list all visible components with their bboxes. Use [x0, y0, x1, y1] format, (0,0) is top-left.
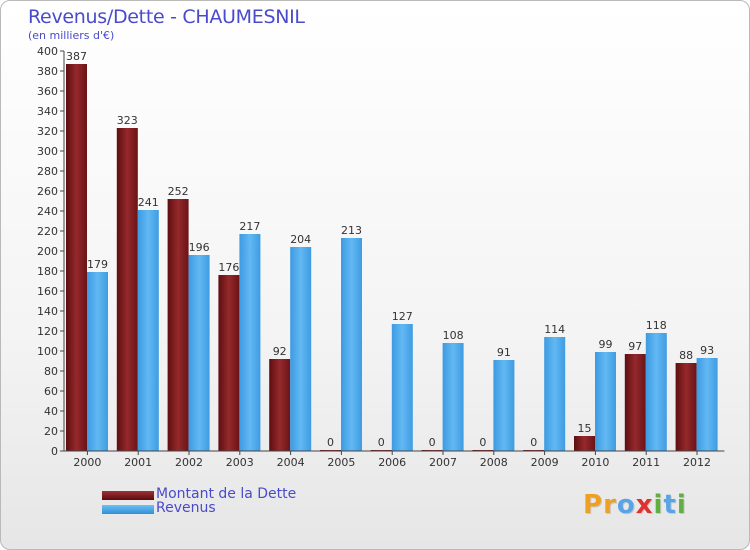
y-tick-label: 0	[51, 445, 58, 458]
bar-revenus	[341, 238, 362, 451]
data-label: 213	[341, 224, 362, 237]
data-label: 0	[429, 436, 436, 449]
legend-swatch-dette	[102, 491, 154, 500]
x-tick-label: 2011	[632, 456, 660, 469]
data-label: 114	[544, 323, 565, 336]
bar-revenus	[137, 210, 159, 451]
data-label: 91	[497, 346, 511, 359]
logo-letter: i	[676, 490, 687, 520]
y-tick-label: 180	[37, 265, 58, 278]
data-label: 97	[628, 340, 642, 353]
y-tick-label: 320	[37, 125, 58, 138]
data-label: 0	[530, 436, 537, 449]
logo-letter: i	[653, 490, 664, 520]
logo-letter: r	[603, 490, 617, 520]
bar-revenus	[290, 247, 312, 451]
legend-label-revenus: Revenus	[156, 500, 216, 516]
y-tick-label: 260	[37, 185, 58, 198]
y-tick-label: 80	[44, 365, 58, 378]
y-tick-label: 280	[37, 165, 58, 178]
bar-revenus	[239, 234, 261, 451]
bar-dette	[269, 359, 291, 451]
proxiti-logo: Proxiti	[583, 490, 687, 520]
y-tick-label: 300	[37, 145, 58, 158]
bar-revenus	[544, 337, 566, 451]
x-tick-label: 2006	[378, 456, 406, 469]
bar-revenus	[493, 360, 515, 451]
bar-dette	[167, 199, 189, 451]
x-tick-label: 2012	[683, 456, 711, 469]
bar-revenus	[595, 352, 616, 451]
bar-revenus	[188, 255, 210, 451]
logo-letter: o	[616, 490, 636, 520]
x-tick-label: 2010	[581, 456, 609, 469]
data-label: 0	[327, 436, 334, 449]
bar-dette	[624, 354, 646, 451]
y-tick-label: 40	[44, 405, 58, 418]
logo-letter: x	[635, 490, 654, 520]
data-label: 93	[700, 344, 714, 357]
data-label: 108	[443, 329, 464, 342]
bar-revenus	[696, 358, 718, 451]
bar-revenus	[87, 272, 108, 451]
data-label: 92	[273, 345, 287, 358]
y-tick-label: 100	[37, 345, 58, 358]
y-tick-label: 340	[37, 105, 58, 118]
data-label: 88	[679, 349, 693, 362]
y-tick-label: 60	[44, 385, 58, 398]
data-label: 217	[239, 220, 260, 233]
bar-dette	[574, 436, 595, 451]
data-label: 176	[218, 261, 239, 274]
chart-title: Revenus/Dette - CHAUMESNIL	[28, 6, 305, 28]
logo-letter: P	[583, 490, 604, 520]
x-tick-label: 2003	[226, 456, 254, 469]
bar-revenus	[645, 333, 667, 451]
x-tick-label: 2009	[531, 456, 559, 469]
y-tick-label: 20	[44, 425, 58, 438]
legend-swatch-revenus	[102, 505, 154, 514]
x-tick-label: 2000	[73, 456, 101, 469]
logo-letter: t	[663, 490, 677, 520]
bar-revenus	[442, 343, 464, 451]
data-label: 252	[168, 185, 189, 198]
data-label: 241	[138, 196, 159, 209]
data-label: 118	[646, 319, 667, 332]
data-label: 387	[66, 50, 87, 63]
y-tick-label: 400	[37, 45, 58, 58]
bar-dette	[66, 64, 87, 451]
y-tick-label: 220	[37, 225, 58, 238]
data-label: 323	[117, 114, 138, 127]
y-tick-label: 200	[37, 245, 58, 258]
y-tick-label: 160	[37, 285, 58, 298]
data-label: 179	[87, 258, 108, 271]
bar-dette	[218, 275, 240, 451]
data-label: 15	[578, 422, 592, 435]
x-tick-label: 2005	[327, 456, 355, 469]
data-label: 0	[378, 436, 385, 449]
data-label: 99	[599, 338, 613, 351]
data-label: 127	[392, 310, 413, 323]
x-tick-label: 2008	[480, 456, 508, 469]
x-tick-label: 2001	[124, 456, 152, 469]
y-tick-label: 120	[37, 325, 58, 338]
data-label: 0	[479, 436, 486, 449]
bar-dette	[116, 128, 138, 451]
bar-dette	[675, 363, 697, 451]
x-tick-label: 2007	[429, 456, 457, 469]
data-label: 196	[189, 241, 210, 254]
y-tick-label: 140	[37, 305, 58, 318]
bar-revenus	[391, 324, 413, 451]
x-tick-label: 2004	[277, 456, 305, 469]
chart-subtitle: (en milliers d'€)	[28, 29, 115, 42]
y-tick-label: 380	[37, 65, 58, 78]
legend-label-dette: Montant de la Dette	[156, 486, 297, 502]
y-tick-label: 240	[37, 205, 58, 218]
data-label: 204	[290, 233, 311, 246]
y-tick-label: 360	[37, 85, 58, 98]
x-tick-label: 2002	[175, 456, 203, 469]
